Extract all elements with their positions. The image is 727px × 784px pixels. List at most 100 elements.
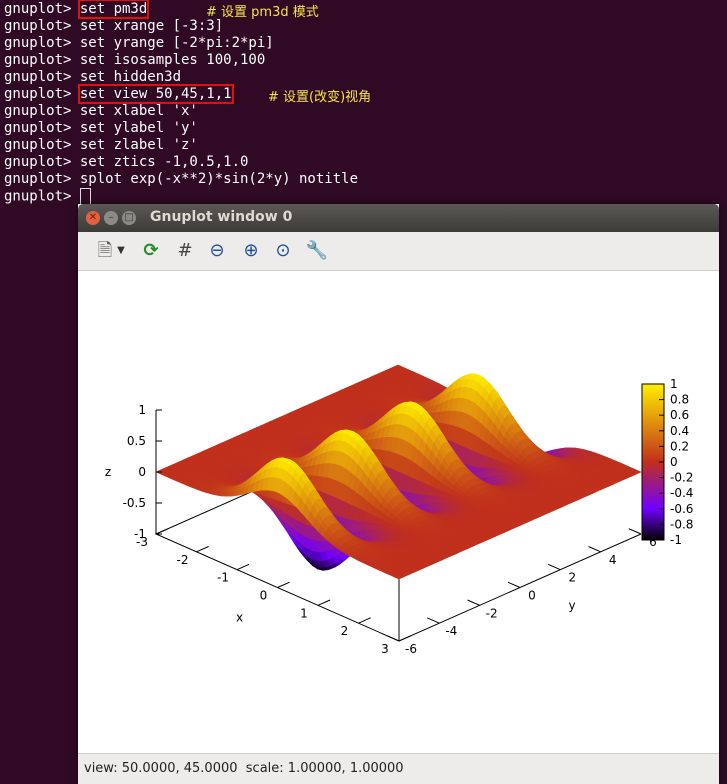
y-tick-label: -6 [405, 642, 417, 656]
colorbar-tick-label: 0.8 [670, 393, 689, 407]
command-text: set ztics -1,0.5,1.0 [80, 154, 249, 170]
zoom-fit-icon[interactable]: ⊙ [270, 238, 296, 264]
settings-icon[interactable]: 🔧 [304, 238, 330, 264]
status-text: view: 50.0000, 45.0000 scale: 1.00000, 1… [84, 756, 404, 782]
x-axis-label: x [236, 611, 243, 625]
terminal-line: gnuplot> splot exp(-x**2)*sin(2*y) notit… [4, 171, 358, 188]
x-tick-label: -1 [217, 571, 229, 585]
z-tick-label: 0 [138, 465, 146, 479]
minimize-button[interactable]: – [104, 211, 118, 225]
replot-icon[interactable]: ⟳ [138, 238, 164, 264]
prompt-text: gnuplot> [4, 1, 80, 17]
command-text: set isosamples 100,100 [80, 52, 265, 68]
x-tick-mark [399, 636, 411, 641]
prompt-text: gnuplot> [4, 86, 80, 102]
x-tick-mark [359, 618, 371, 623]
command-text: set ylabel 'y' [80, 120, 198, 136]
z-tick-label: 1 [138, 403, 146, 417]
colorbar-tick-label: -0.4 [670, 486, 693, 500]
command-text: set xrange [-3:3] [80, 18, 223, 34]
x-tick-mark [278, 582, 290, 587]
terminal-line: gnuplot> set xrange [-3:3] [4, 18, 223, 35]
y-tick-mark [427, 618, 439, 623]
z-tick-label: -0.5 [123, 496, 146, 510]
terminal-line: gnuplot> set xlabel 'x' [4, 103, 198, 120]
command-text: set pm3d [80, 1, 147, 17]
zoom-in-icon[interactable]: ⊕ [238, 238, 264, 264]
terminal-line: gnuplot> set ztics -1,0.5,1.0 [4, 154, 248, 171]
title-bar[interactable]: ✕ – □ Gnuplot window 0 [78, 204, 719, 232]
z-axis-label: z [105, 465, 111, 479]
x-tick-mark [197, 546, 209, 551]
x-tick-mark [156, 529, 168, 534]
y-tick-label: -2 [486, 606, 498, 620]
terminal-line: gnuplot> set isosamples 100,100 [4, 52, 265, 69]
colorbar-tick-label: -1 [670, 533, 682, 547]
y-tick-mark [548, 564, 560, 569]
toolbar: 🗎 ▼ ⟳ # ⊖ ⊕ ⊙ 🔧 [78, 232, 719, 271]
gnuplot-window[interactable]: ✕ – □ Gnuplot window 0 🗎 ▼ ⟳ # ⊖ ⊕ ⊙ 🔧 -… [78, 204, 719, 783]
colorbar-tick-label: 1 [670, 377, 678, 391]
z-tick-label: -1 [134, 527, 146, 541]
command-text: set xlabel 'x' [80, 103, 198, 119]
prompt-text: gnuplot> [4, 69, 80, 85]
chevron-down-icon[interactable]: ▼ [114, 238, 128, 264]
x-tick-label: 2 [341, 624, 349, 638]
x-tick-mark [318, 600, 330, 605]
prompt-text: gnuplot> [4, 137, 80, 153]
x-tick-label: -2 [177, 553, 189, 567]
window-title: Gnuplot window 0 [150, 209, 292, 225]
y-tick-mark [508, 582, 520, 587]
terminal-line: gnuplot> set hidden3d [4, 69, 181, 86]
maximize-button[interactable]: □ [122, 211, 136, 225]
status-bar: view: 50.0000, 45.0000 scale: 1.00000, 1… [78, 753, 719, 784]
command-text: set view 50,45,1,1 [80, 86, 232, 102]
x-tick-label: 3 [381, 642, 389, 656]
prompt-text: gnuplot> [4, 120, 80, 136]
prompt-text: gnuplot> [4, 171, 80, 187]
surface-plot: -3-2-10123x-6-4-20246y10.50-0.5-1z10.80.… [78, 271, 719, 753]
colorbar-tick-label: 0 [670, 455, 678, 469]
comment-annotation: # 设置(改变)视角 [268, 86, 371, 105]
terminal-line: gnuplot> set ylabel 'y' [4, 120, 198, 137]
y-tick-label: 0 [528, 589, 536, 603]
prompt-text: gnuplot> [4, 103, 80, 119]
command-text: set hidden3d [80, 69, 181, 85]
cursor [80, 188, 91, 205]
colorbar-tick-label: -0.6 [670, 502, 693, 516]
prompt-text: gnuplot> [4, 154, 80, 170]
x-tick-label: 0 [260, 589, 268, 603]
command-text: set zlabel 'z' [80, 137, 198, 153]
terminal-line: gnuplot> [4, 188, 91, 205]
prompt-text: gnuplot> [4, 35, 80, 51]
x-tick-mark [237, 564, 249, 569]
prompt-text: gnuplot> [4, 189, 80, 205]
colorbar-tick-label: -0.8 [670, 517, 693, 531]
y-tick-label: 4 [609, 553, 617, 567]
terminal-line: gnuplot> set view 50,45,1,1 [4, 86, 232, 103]
grid-icon[interactable]: # [172, 238, 198, 264]
terminal-line: gnuplot> set zlabel 'z' [4, 137, 198, 154]
terminal-line: gnuplot> set pm3d [4, 1, 147, 18]
y-tick-label: -4 [445, 624, 457, 638]
y-tick-mark [629, 529, 641, 534]
terminal-line: gnuplot> set yrange [-2*pi:2*pi] [4, 35, 274, 52]
command-text: set yrange [-2*pi:2*pi] [80, 35, 274, 51]
x-tick-label: 1 [300, 606, 308, 620]
y-tick-mark [589, 546, 601, 551]
surface [156, 365, 641, 579]
y-tick-label: 2 [569, 571, 577, 585]
y-axis-label: y [568, 599, 575, 613]
close-button[interactable]: ✕ [86, 211, 100, 225]
zoom-out-icon[interactable]: ⊖ [204, 238, 230, 264]
z-tick-label: 0.5 [127, 434, 146, 448]
colorbar-tick-label: -0.2 [670, 471, 693, 485]
y-tick-mark [468, 600, 480, 605]
prompt-text: gnuplot> [4, 52, 80, 68]
command-text: splot exp(-x**2)*sin(2*y) notitle [80, 171, 358, 187]
colorbar-tick-label: 0.4 [670, 424, 689, 438]
colorbar-tick-label: 0.2 [670, 439, 689, 453]
prompt-text: gnuplot> [4, 18, 80, 34]
y-tick-mark [387, 636, 399, 641]
